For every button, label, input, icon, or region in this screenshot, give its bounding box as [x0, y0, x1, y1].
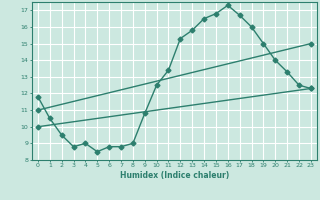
X-axis label: Humidex (Indice chaleur): Humidex (Indice chaleur) [120, 171, 229, 180]
